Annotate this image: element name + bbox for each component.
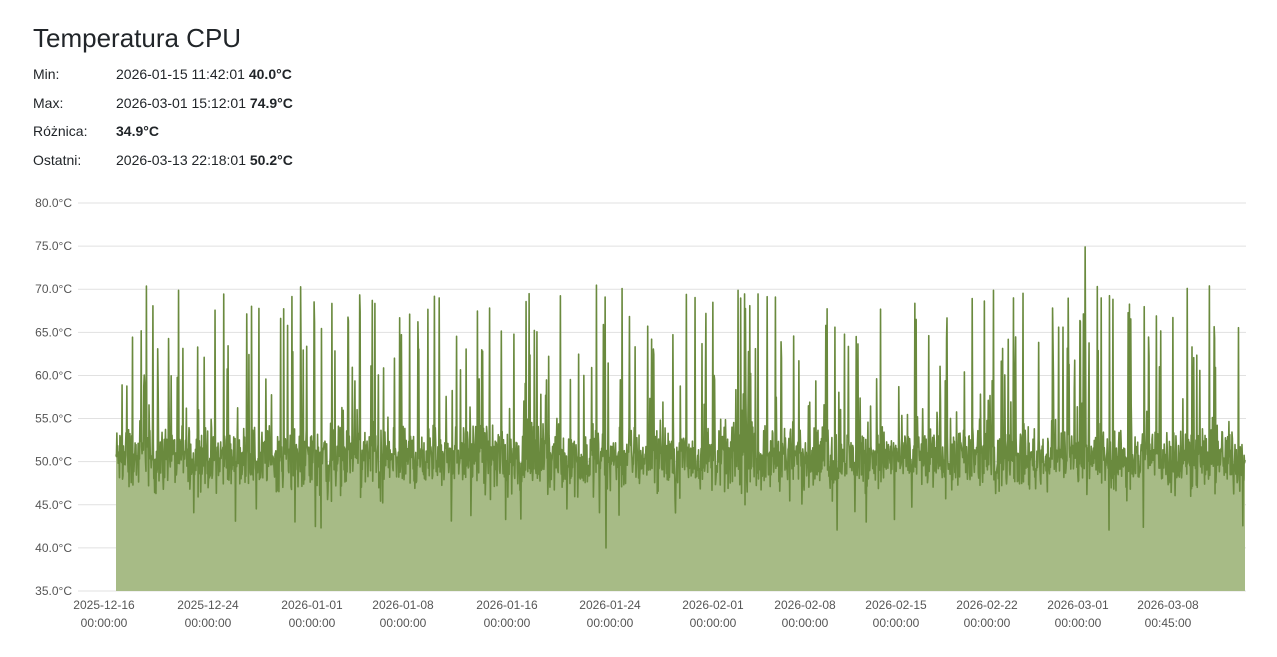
y-tick-label: 70.0°C — [35, 282, 72, 296]
y-tick-label: 60.0°C — [35, 368, 72, 382]
x-tick-label: 2026-03-08 — [1137, 598, 1199, 612]
y-tick-label: 80.0°C — [35, 196, 72, 210]
x-tick-time: 00:00:00 — [380, 616, 427, 630]
line-layer — [115, 246, 1246, 549]
stat-temp-min: 40.0°C — [248, 66, 292, 82]
stat-date-last: 2026-03-13 22:18:01 — [116, 151, 246, 168]
stat-date-max: 2026-03-01 15:12:01 — [116, 94, 246, 111]
x-tick-time: 00:00:00 — [81, 616, 128, 630]
x-tick-label: 2026-01-08 — [372, 598, 434, 612]
y-tick-label: 45.0°C — [35, 498, 72, 512]
x-tick-label: 2026-02-22 — [956, 598, 1018, 612]
x-tick-time: 00:00:00 — [873, 616, 920, 630]
x-tick-label: 2026-02-08 — [774, 598, 836, 612]
x-tick-time: 00:00:00 — [484, 616, 531, 630]
stat-value-diff: 34.9°C — [116, 121, 159, 141]
x-tick-time: 00:00:00 — [690, 616, 737, 630]
temperature-line — [115, 246, 1246, 549]
stat-temp-diff: 34.9°C — [116, 123, 159, 139]
stat-date-min: 2026-01-15 11:42:01 — [116, 66, 245, 82]
y-tick-label: 35.0°C — [35, 584, 72, 598]
x-tick-label: 2026-01-16 — [476, 598, 538, 612]
x-axis: 2025-12-16 00:00:00 2025-12-24 00:00:00 2026… — [73, 598, 1199, 630]
x-tick-label: 2026-02-01 — [682, 598, 744, 612]
y-tick-label: 65.0°C — [35, 325, 72, 339]
y-tick-label: 40.0°C — [35, 541, 72, 555]
x-tick-time: 00:45:00 — [1145, 616, 1192, 630]
temperature-chart: 35.0°C 40.0°C 45.0°C 50.0°C 55.0°C 60.0°C 65.0… — [35, 196, 1246, 630]
x-tick-label: 2026-02-15 — [865, 598, 927, 612]
stat-value-last: 2026-03-13 22:18:01 50.2°C — [116, 150, 293, 170]
x-tick-time: 00:00:00 — [289, 616, 336, 630]
x-tick-label: 2025-12-24 — [177, 598, 239, 612]
stat-label-diff: Różnica: — [33, 123, 88, 139]
stat-temp-max: 74.9°C — [249, 94, 293, 111]
x-tick-time: 00:00:00 — [185, 616, 232, 630]
x-tick-label: 2025-12-16 — [73, 598, 135, 612]
stat-value-min: 2026-01-15 11:42:01 40.0°C — [116, 64, 292, 84]
x-tick-label: 2026-01-24 — [579, 598, 641, 612]
stat-temp-last: 50.2°C — [249, 151, 293, 168]
x-tick-label: 2026-01-01 — [281, 598, 343, 612]
stat-value-max: 2026-03-01 15:12:01 74.9°C — [116, 93, 293, 113]
x-tick-label: 2026-03-01 — [1047, 598, 1109, 612]
stat-label-min: Min: — [33, 66, 60, 82]
x-tick-time: 00:00:00 — [782, 616, 829, 630]
y-axis: 35.0°C 40.0°C 45.0°C 50.0°C 55.0°C 60.0°C 65.0… — [35, 196, 72, 598]
y-tick-label: 50.0°C — [35, 455, 72, 469]
y-tick-label: 75.0°C — [35, 239, 72, 253]
stat-label-last: Ostatni: — [33, 151, 82, 168]
y-tick-label: 55.0°C — [35, 412, 72, 426]
stat-label-max: Max: — [33, 94, 64, 111]
x-tick-time: 00:00:00 — [587, 616, 634, 630]
x-tick-time: 00:00:00 — [1055, 616, 1102, 630]
page-title: Temperatura CPU — [33, 23, 242, 53]
x-tick-time: 00:00:00 — [964, 616, 1011, 630]
